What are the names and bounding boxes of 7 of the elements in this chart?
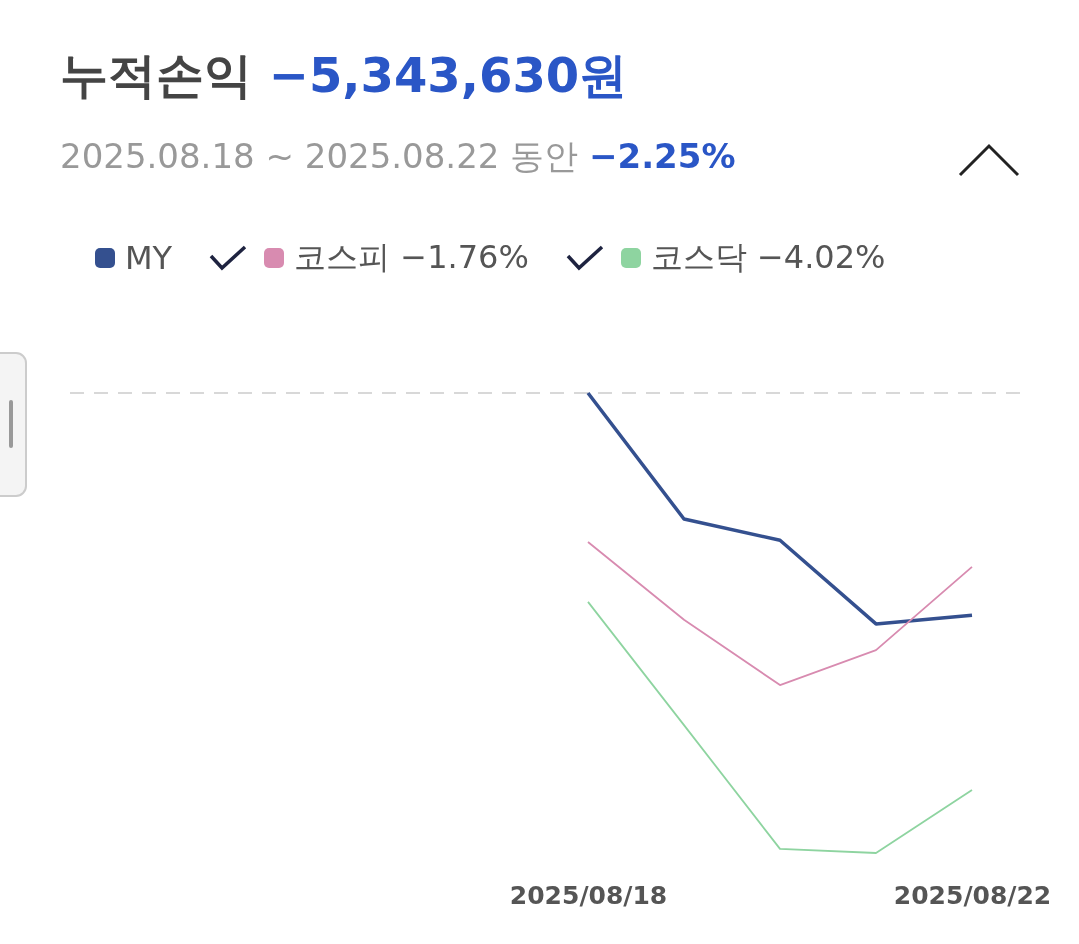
legend-label: 코스피 −1.76% bbox=[294, 237, 529, 278]
x-tick-label: 2025/08/18 bbox=[509, 880, 668, 910]
chart-title: 누적손익 −5,343,630원 bbox=[60, 46, 628, 105]
legend-label: 코스닥 −4.02% bbox=[650, 237, 886, 278]
x-tick-label: 2025/08/22 bbox=[893, 880, 1052, 910]
legend-label: MY bbox=[125, 239, 173, 277]
chart-subtitle: 2025.08.18 ~ 2025.08.22 동안 −2.25% bbox=[60, 135, 736, 178]
